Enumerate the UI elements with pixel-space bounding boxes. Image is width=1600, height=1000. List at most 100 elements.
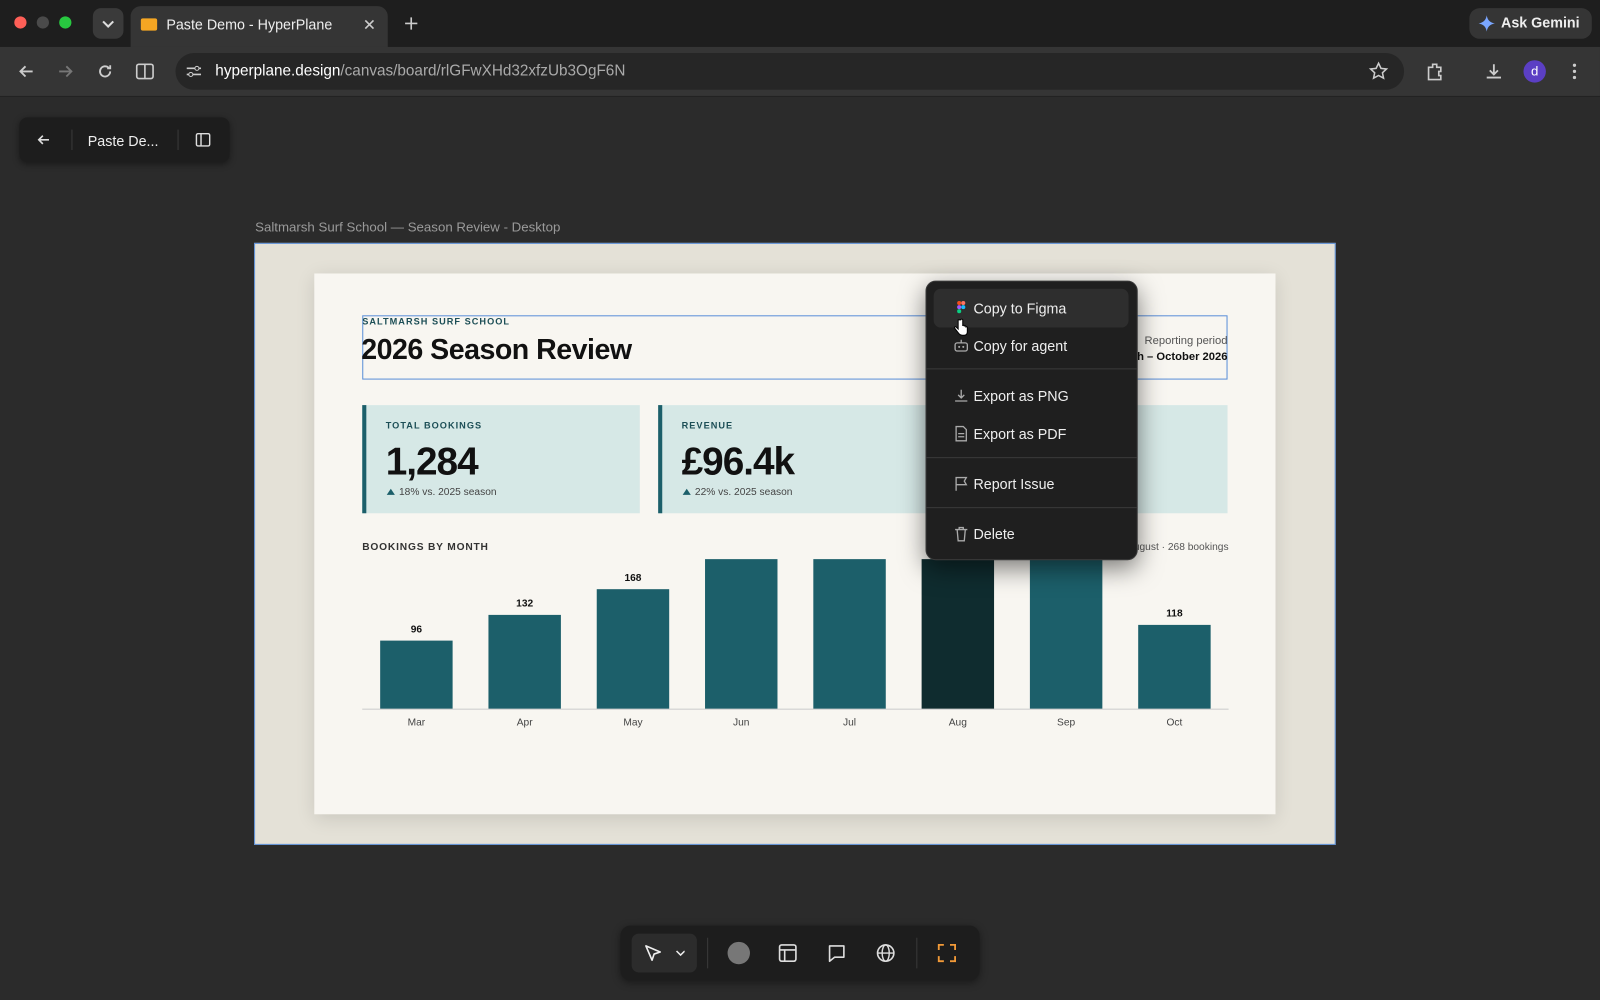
bottom-toolbar — [620, 925, 980, 981]
kpi-card: REVENUE £96.4k 22% vs. 2025 season — [658, 405, 936, 514]
divider — [916, 937, 918, 969]
x-tick-label: Mar — [408, 718, 426, 729]
bar — [380, 640, 453, 710]
reload-button[interactable] — [95, 61, 115, 81]
menu-icon — [957, 301, 966, 314]
shape-tool[interactable] — [727, 941, 750, 965]
web-tool[interactable] — [876, 943, 896, 963]
menu-icon — [955, 425, 967, 442]
ask-gemini-label: Ask Gemini — [1501, 14, 1580, 31]
menu-button[interactable] — [1564, 61, 1584, 81]
report-eyebrow: SALTMARSH SURF SCHOOL — [362, 316, 511, 327]
divider — [177, 129, 179, 150]
chevron-icon — [102, 20, 114, 28]
kpi-card: TOTAL BOOKINGS 1,284 18% vs. 2025 season — [362, 405, 640, 514]
close-window[interactable] — [14, 16, 27, 29]
selection-outline — [362, 315, 1228, 380]
menu-item[interactable]: Delete — [934, 514, 1129, 553]
menu-item[interactable]: Report Issue — [934, 464, 1129, 503]
url: hyperplane.design/canvas/board/rlGFwXHd3… — [215, 62, 625, 79]
delta-arrow — [682, 488, 691, 495]
forward-button[interactable] — [55, 61, 75, 81]
x-tick-label: Aug — [949, 718, 967, 729]
x-tick-label: Apr — [517, 718, 533, 729]
menu-item[interactable]: Copy for agent — [934, 327, 1129, 366]
site-info-icon[interactable] — [184, 61, 204, 81]
fit-view-tool[interactable] — [937, 943, 957, 963]
bar-value-label: 230 — [733, 529, 750, 540]
project-name[interactable]: Paste De... — [87, 132, 159, 149]
menu-separator — [926, 507, 1137, 509]
tab-close[interactable] — [361, 16, 377, 32]
divider — [71, 129, 73, 150]
chart-note: August · 268 bookings — [1127, 541, 1229, 554]
tab-search[interactable] — [92, 8, 124, 39]
menu-separator — [926, 368, 1137, 370]
project-panel: Paste De... — [19, 117, 230, 163]
profile-avatar[interactable]: d — [1523, 60, 1546, 83]
x-tick-label: Sep — [1057, 718, 1075, 729]
app-back-button[interactable] — [36, 132, 52, 148]
menu-separator — [926, 457, 1137, 459]
period-label: Reporting period — [1144, 334, 1228, 347]
bar — [813, 559, 886, 710]
plot: 96132168230252268220118 — [380, 529, 1211, 710]
bar-chart: 96132168230252268220118MarAprMayJunJulAu… — [362, 529, 1229, 729]
kpi-value: 1,284 — [385, 440, 479, 484]
menu-item-label: Report Issue — [973, 475, 1055, 492]
bar — [1138, 624, 1211, 710]
bar — [705, 559, 778, 710]
divider — [707, 937, 709, 969]
sidebar-toggle[interactable] — [195, 132, 211, 148]
menu-item-label: Export as PNG — [973, 387, 1069, 405]
bar — [921, 559, 995, 710]
bar — [596, 589, 670, 710]
x-tick-label: May — [623, 718, 643, 729]
tab-title: Paste Demo - HyperPlane — [166, 16, 333, 33]
bar — [488, 614, 561, 710]
frame-label[interactable]: Saltmarsh Surf School — Season Review - … — [255, 219, 561, 235]
bar-value-label: 96 — [411, 624, 423, 635]
select-tool[interactable] — [631, 933, 697, 973]
menu-item[interactable]: Export as PNG — [934, 377, 1129, 416]
maximize-window[interactable] — [59, 16, 72, 29]
chart-title: BOOKINGS BY MONTH — [362, 541, 489, 554]
kpi-delta: 18% vs. 2025 season — [398, 486, 497, 498]
bar-value-label: 168 — [624, 573, 641, 584]
ask-gemini-button[interactable]: Ask Gemini — [1469, 8, 1592, 39]
bar — [1029, 559, 1103, 710]
back-button[interactable] — [16, 61, 36, 81]
delta-arrow — [386, 488, 395, 495]
kpi-label: REVENUE — [681, 420, 734, 431]
comment-tool[interactable] — [827, 943, 847, 963]
x-tick-label: Oct — [1166, 718, 1182, 729]
kpi-delta: 22% vs. 2025 season — [694, 486, 793, 498]
split-view-button[interactable] — [135, 61, 155, 81]
menu-icon — [954, 339, 969, 352]
menu-item[interactable]: Export as PDF — [934, 414, 1129, 453]
tab-favicon — [140, 18, 158, 31]
menu-item-label: Copy for agent — [973, 337, 1068, 355]
menu-item-label: Export as PDF — [973, 425, 1067, 442]
minimize-window[interactable] — [36, 16, 49, 29]
cursor-hand — [954, 318, 968, 336]
active-tab[interactable]: Paste Demo - HyperPlane — [130, 6, 388, 47]
x-tick-label: Jul — [843, 718, 856, 729]
new-tab[interactable] — [402, 14, 420, 32]
url-path: /canvas/board/rlGFwXHd32xfzUb3OgF6N — [340, 62, 626, 80]
extensions-button[interactable] — [1424, 61, 1444, 81]
report-title: 2026 Season Review — [361, 333, 632, 366]
menu-item[interactable]: Copy to Figma — [933, 288, 1129, 328]
bookmark-star[interactable] — [1368, 61, 1389, 81]
frame-tool[interactable] — [778, 943, 798, 963]
bar-value-label: 118 — [1166, 609, 1183, 620]
address-bar[interactable]: hyperplane.design/canvas/board/rlGFwXHd3… — [175, 53, 1405, 90]
menu-item-label: Delete — [973, 525, 1015, 542]
downloads-button[interactable] — [1484, 61, 1504, 81]
menu-icon — [955, 389, 968, 402]
pointer-icon — [645, 945, 685, 962]
menu-item-label: Copy to Figma — [973, 299, 1067, 317]
url-domain: hyperplane.design — [215, 62, 341, 80]
gemini-icon — [1478, 15, 1495, 32]
